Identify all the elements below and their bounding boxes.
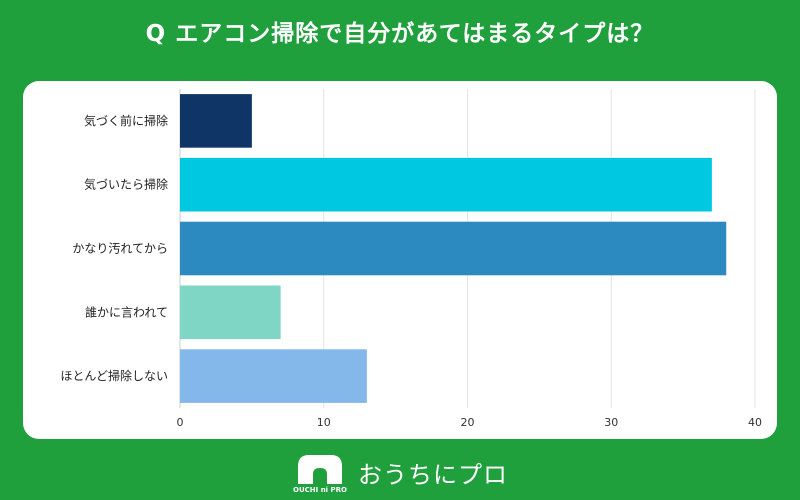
category-label: 気づく前に掃除 xyxy=(84,113,168,128)
bar xyxy=(180,285,281,340)
category-label: ほとんど掃除しない xyxy=(60,368,168,383)
bar xyxy=(180,221,727,276)
bar xyxy=(180,157,712,212)
house-logo-icon: OUCHI ni PRO xyxy=(293,455,347,494)
category-label: 気づいたら掃除 xyxy=(84,177,168,192)
category-label: 誰かに言われて xyxy=(85,304,168,319)
x-tick-label: 10 xyxy=(317,416,331,429)
logo-text: OUCHI ni PRO xyxy=(293,486,347,494)
x-tick-label: 20 xyxy=(461,416,475,429)
brand-name: おうちにプロ xyxy=(358,460,508,489)
page-title: Q エアコン掃除で自分があてはまるタイプは？ xyxy=(145,21,655,47)
x-tick-label: 30 xyxy=(604,416,618,429)
x-tick-label: 0 xyxy=(177,416,184,429)
category-label: かなり汚れてから xyxy=(72,242,168,256)
bar xyxy=(180,94,252,148)
chart-card: 気づく前に掃除 気づいたら掃除かなり汚れてから誰かに言われてほとんど掃除しない 0 1… xyxy=(23,81,777,439)
x-tick-label: 40 xyxy=(748,416,762,429)
footer-brand: OUCHI ni PRO おうちにプロ xyxy=(0,449,800,495)
bar xyxy=(180,349,367,403)
